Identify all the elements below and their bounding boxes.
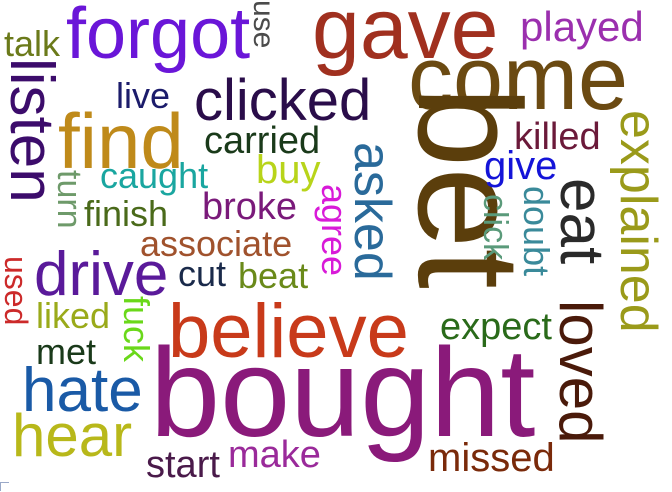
word-met: met	[36, 331, 97, 372]
word-hear: hear	[12, 402, 133, 469]
word-clicked: clicked	[194, 68, 372, 133]
word-broke: broke	[202, 186, 298, 228]
word-liked: liked	[36, 295, 111, 336]
word-hate: hate	[22, 356, 143, 425]
word-finish: finish	[84, 193, 169, 234]
word-talk: talk	[4, 23, 61, 64]
word-fuck: fuck	[116, 296, 157, 363]
word-turn: turn	[50, 170, 88, 229]
word-click: click	[476, 194, 514, 261]
word-make: make	[228, 434, 321, 476]
word-caught: caught	[100, 155, 209, 196]
word-associate: associate	[140, 223, 293, 264]
word-start: start	[146, 444, 220, 486]
word-come: come	[408, 29, 629, 129]
word-forgot: forgot	[66, 0, 251, 74]
word-believe: believe	[168, 289, 409, 374]
word-use: use	[247, 0, 280, 49]
word-carried: carried	[204, 120, 321, 162]
word-eat: eat	[547, 178, 616, 265]
word-beat: beat	[238, 255, 309, 296]
word-gave: gave	[312, 0, 499, 77]
corner-mark	[0, 482, 9, 491]
word-used: used	[0, 256, 34, 326]
word-find: find	[58, 97, 184, 185]
word-agree: agree	[314, 184, 355, 277]
word-explained: explained	[609, 110, 667, 333]
word-expect: expect	[440, 306, 552, 348]
word-loved: loved	[547, 300, 614, 444]
word-live: live	[116, 75, 171, 116]
word-give: give	[484, 144, 558, 188]
word-bought: bought	[150, 322, 536, 463]
word-missed: missed	[428, 436, 555, 480]
word-drive: drive	[34, 240, 169, 309]
word-buy: buy	[256, 148, 321, 192]
word-played: played	[520, 3, 644, 50]
word-cut: cut	[178, 253, 227, 294]
word-killed: killed	[514, 116, 601, 158]
